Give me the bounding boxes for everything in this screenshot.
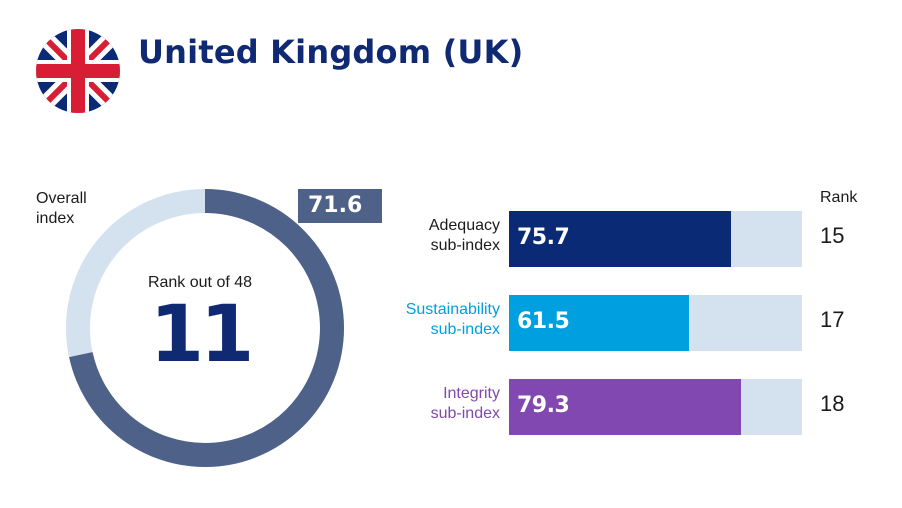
- bar-track: 79.3: [509, 379, 802, 435]
- bar-label: Sustainability sub-index: [406, 300, 500, 340]
- bar-rank: 15: [820, 223, 845, 248]
- bar-label-line1: Integrity: [443, 385, 500, 402]
- overall-label-line1: Overall: [36, 190, 87, 207]
- bar-label: Integrity sub-index: [431, 384, 500, 424]
- bar-fill: [509, 211, 731, 267]
- bar-value-label: 75.7: [517, 225, 570, 250]
- overall-rank-value: 11: [149, 290, 255, 380]
- page-title: United Kingdom (UK): [138, 33, 524, 71]
- uk-flag-icon: [36, 29, 120, 113]
- rank-caption: Rank out of 48: [147, 274, 253, 291]
- overall-score-badge: 71.6: [298, 189, 382, 223]
- bar-label: Adequacy sub-index: [429, 216, 500, 256]
- bar-rank: 17: [820, 307, 845, 332]
- bar-rank: 18: [820, 391, 845, 416]
- rank-column-header: Rank: [820, 189, 858, 206]
- bar-value-label: 79.3: [517, 393, 570, 418]
- bar-row-adequacy: Adequacy sub-index 75.7 15: [0, 211, 902, 269]
- bar-value-label: 61.5: [517, 309, 570, 334]
- bar-fill: [509, 295, 690, 351]
- bar-label-line1: Adequacy: [428, 217, 500, 234]
- bar-track: 61.5: [509, 295, 802, 351]
- overall-index-label: Overall index: [36, 189, 87, 229]
- bar-label-line2: sub-index: [430, 321, 500, 338]
- overall-index-donut: [66, 189, 344, 467]
- bar-row-integrity: Integrity sub-index 79.3 18: [0, 379, 902, 437]
- overall-label-line2: index: [36, 210, 75, 227]
- bar-label-line2: sub-index: [430, 237, 500, 254]
- bar-track: 75.7: [509, 211, 802, 267]
- bar-label-line2: sub-index: [430, 405, 500, 422]
- bar-fill: [509, 379, 742, 435]
- donut-value-arc: [66, 189, 344, 467]
- bar-row-sustainability: Sustainability sub-index 61.5 17: [0, 295, 902, 353]
- bar-label-line1: Sustainability: [405, 301, 500, 318]
